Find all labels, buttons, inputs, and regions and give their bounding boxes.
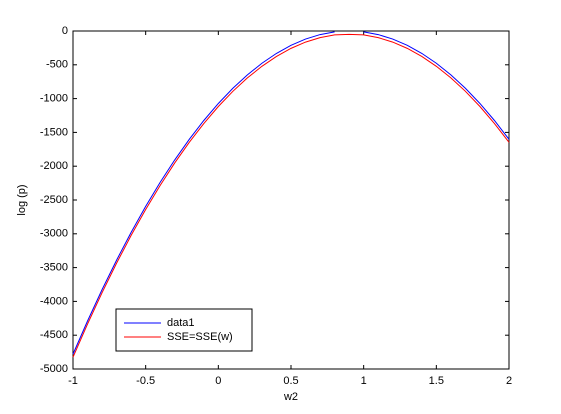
x-tick-label: -0.5 [136,375,155,387]
y-tick-label: -4000 [40,295,68,307]
x-tick-label: -1 [68,375,78,387]
y-tick-label: -3000 [40,228,68,240]
series-line [72,33,510,358]
x-tick-label: 0.5 [283,375,298,387]
y-tick-label: -4500 [40,329,68,341]
x-tick-label: 1 [361,375,367,387]
y-tick-label: -3500 [40,262,68,274]
y-tick-label: -2500 [40,194,68,206]
x-tick-label: 1.5 [429,375,444,387]
legend-label: SSE=SSE(w) [167,331,233,343]
y-tick-label: -500 [46,59,68,71]
x-tick-label: 0 [215,375,221,387]
y-tick-label: -2000 [40,160,68,172]
y-axis-label: log (p) [16,184,28,215]
y-tick-label: -1500 [40,126,68,138]
y-tick-label: -5000 [40,363,68,375]
y-tick-label: -1000 [40,93,68,105]
series-line [72,31,510,355]
x-tick-label: 2 [506,375,512,387]
legend-box [115,308,253,352]
legend-label: data1 [167,317,195,329]
y-tick-label: 0 [62,25,68,37]
x-axis-label: w2 [283,391,298,403]
